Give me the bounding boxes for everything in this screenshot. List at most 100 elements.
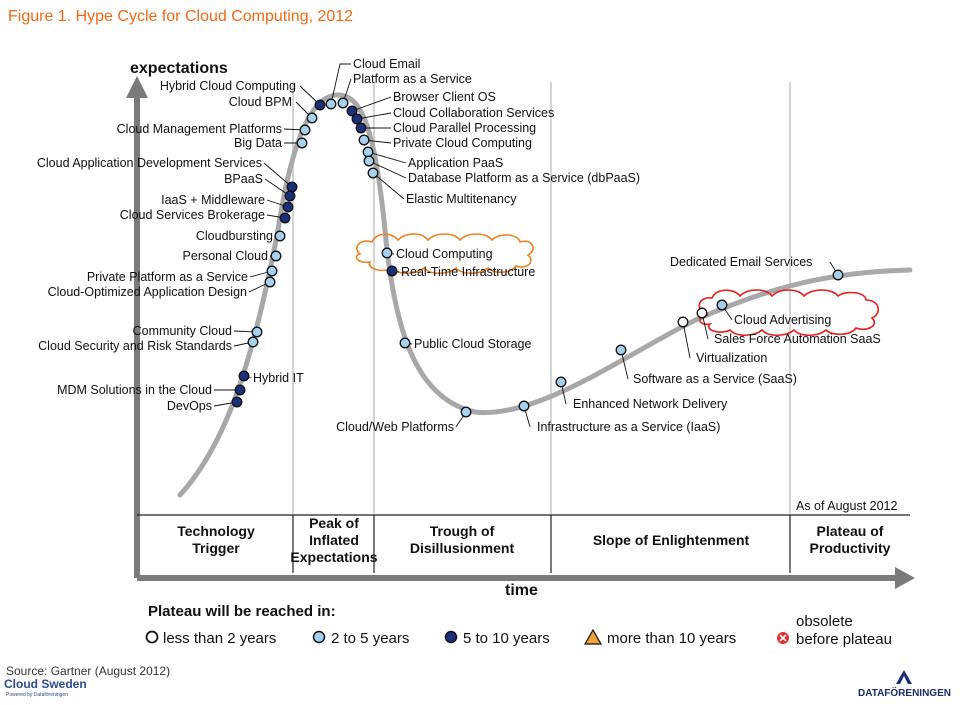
label-cloud-computing: Cloud Computing bbox=[396, 247, 493, 261]
marker-platform-as-a-service bbox=[337, 97, 349, 109]
label-sales-force-automation-saas: Sales Force Automation SaaS bbox=[714, 332, 881, 346]
legend-label-0: less than 2 years bbox=[163, 630, 276, 647]
label-bpaas: BPaaS bbox=[224, 172, 263, 186]
label-real-time-infrastructure: Real-Time Infrastructure bbox=[401, 265, 535, 279]
label-private-platform-as-a-service: Private Platform as a Service bbox=[87, 270, 248, 284]
figure-title: Figure 1. Hype Cycle for Cloud Computing… bbox=[8, 8, 354, 25]
technology-markers bbox=[231, 97, 844, 418]
marker-cloud-advertising bbox=[716, 299, 728, 311]
marker-dedicated-email-services bbox=[832, 269, 844, 281]
leader-cloud-application-development-services bbox=[263, 162, 293, 188]
label-application-paas: Application PaaS bbox=[408, 156, 503, 170]
legend-dark-circle-icon bbox=[444, 630, 458, 644]
label-virtualization: Virtualization bbox=[696, 351, 767, 365]
marker-application-paas bbox=[362, 146, 374, 158]
leader-virtualization bbox=[682, 321, 691, 359]
label-personal-cloud: Personal Cloud bbox=[183, 249, 269, 263]
source-note: Source: Gartner (August 2012) bbox=[6, 664, 171, 678]
label-enhanced-network-delivery: Enhanced Network Delivery bbox=[573, 397, 728, 411]
marker-cloud-services-brokerage bbox=[279, 212, 291, 224]
label-devops: DevOps bbox=[167, 399, 212, 413]
leader-cloud-email bbox=[330, 63, 351, 105]
hype-curve bbox=[177, 92, 913, 498]
leader-database-platform-as-a-service-dbpaas bbox=[368, 160, 407, 179]
as-of-note: As of August 2012 bbox=[796, 499, 898, 513]
marker-private-cloud-computing bbox=[358, 134, 370, 146]
marker-enhanced-network-delivery bbox=[555, 376, 567, 388]
axes bbox=[126, 76, 915, 589]
legend-label-3: more than 10 years bbox=[607, 630, 736, 647]
label-cloud-parallel-processing: Cloud Parallel Processing bbox=[393, 121, 536, 135]
legend-title: Plateau will be reached in: bbox=[148, 603, 336, 620]
technology-labels: Hybrid Cloud Computing Cloud BPM Cloud Man… bbox=[37, 57, 881, 434]
phase-labels: Technology Trigger Peak of Inflated Expectat… bbox=[177, 515, 890, 565]
label-private-cloud-computing: Private Cloud Computing bbox=[393, 136, 532, 150]
legend-triangle-icon bbox=[583, 628, 603, 645]
marker-private-platform-as-a-service bbox=[266, 265, 278, 277]
label-cloud-collaboration-services: Cloud Collaboration Services bbox=[393, 106, 554, 120]
marker-elastic-multitenancy bbox=[367, 167, 379, 179]
marker-software-as-a-service-saas bbox=[615, 344, 627, 356]
x-axis-label: time bbox=[505, 582, 538, 599]
label-cloud-services-brokerage: Cloud Services Brokerage bbox=[120, 208, 265, 222]
legend-label-2: 5 to 10 years bbox=[463, 630, 550, 647]
marker-iaas-middleware bbox=[282, 201, 294, 213]
label-cloud-optimized-application-design: Cloud-Optimized Application Design bbox=[48, 285, 247, 299]
label-cloudbursting: Cloudbursting bbox=[196, 229, 273, 243]
label-browser-client-os: Browser Client OS bbox=[393, 90, 496, 104]
legend-open-circle-icon bbox=[145, 630, 159, 644]
leader-browser-client-os bbox=[351, 96, 392, 112]
marker-bpaas bbox=[284, 190, 296, 202]
label-big-data: Big Data bbox=[234, 136, 282, 150]
marker-virtualization bbox=[677, 316, 689, 328]
marker-cloud-parallel-processing bbox=[355, 122, 367, 134]
label-cloud-advertising: Cloud Advertising bbox=[734, 313, 831, 327]
label-iaas-middleware: IaaS + Middleware bbox=[161, 193, 265, 207]
marker-browser-client-os bbox=[346, 105, 358, 117]
label-community-cloud: Community Cloud bbox=[133, 324, 232, 338]
phase-2: Peak of Inflated Expectations bbox=[290, 515, 377, 565]
legend-label-4-line2: before plateau bbox=[796, 631, 892, 648]
marker-cloud-web-platforms bbox=[460, 406, 472, 418]
label-cloud-management-platforms: Cloud Management Platforms bbox=[117, 122, 282, 136]
x-axis-arrow-icon bbox=[895, 567, 915, 589]
marker-infrastructure-as-a-service-iaas bbox=[518, 400, 530, 412]
marker-cloud-computing bbox=[381, 247, 393, 259]
label-dedicated-email-services: Dedicated Email Services bbox=[670, 255, 812, 269]
y-axis-label: expectations bbox=[130, 60, 228, 77]
label-infrastructure-as-a-service-iaas: Infrastructure as a Service (IaaS) bbox=[537, 420, 720, 434]
dataforeningen-logo: DATAFÖRENINGEN bbox=[858, 688, 951, 699]
marker-personal-cloud bbox=[270, 250, 282, 262]
label-cloud-web-platforms: Cloud/Web Platforms bbox=[336, 420, 454, 434]
legend-label-4-line1: obsolete bbox=[796, 613, 853, 630]
phase-4: Slope of Enlightenment bbox=[593, 532, 750, 548]
marker-cloud-email bbox=[325, 98, 337, 110]
legend-label-1: 2 to 5 years bbox=[331, 630, 409, 647]
marker-cloud-optimized-application-design bbox=[264, 276, 276, 288]
phase-1: Technology Trigger bbox=[177, 523, 255, 556]
highlight-cloud-cloud-computing bbox=[355, 233, 534, 275]
marker-cloud-bpm bbox=[306, 112, 318, 124]
label-cloud-email: Cloud Email bbox=[353, 57, 420, 71]
cloud-sweden-logo: Cloud Sweden bbox=[4, 677, 87, 691]
label-cloud-application-development-services: Cloud Application Development Services bbox=[37, 156, 262, 170]
phase-3: Trough of Disillusionment bbox=[410, 523, 515, 556]
label-cloud-bpm: Cloud BPM bbox=[229, 95, 292, 109]
label-elastic-multitenancy: Elastic Multitenancy bbox=[406, 192, 517, 206]
label-software-as-a-service-saas: Software as a Service (SaaS) bbox=[633, 372, 797, 386]
phase-band-dividers bbox=[137, 514, 910, 573]
highlight-cloud-cloud-advertising bbox=[698, 289, 879, 337]
marker-hybrid-cloud-computing bbox=[314, 99, 326, 111]
cloud-sweden-logo-sub: Powered by Dataföreningen bbox=[6, 692, 68, 698]
label-platform-as-a-service: Platform as a Service bbox=[353, 72, 472, 86]
label-hybrid-cloud-computing: Hybrid Cloud Computing bbox=[160, 79, 296, 93]
label-public-cloud-storage: Public Cloud Storage bbox=[414, 337, 531, 351]
leader-cloud-collaboration-services bbox=[356, 112, 392, 120]
label-cloud-security-and-risk-standards: Cloud Security and Risk Standards bbox=[38, 339, 232, 353]
marker-mdm-solutions-in-the-cloud bbox=[234, 384, 246, 396]
marker-cloud-application-development-services bbox=[286, 181, 298, 193]
marker-sales-force-automation-saas bbox=[696, 307, 708, 319]
label-mdm-solutions-in-the-cloud: MDM Solutions in the Cloud bbox=[57, 383, 212, 397]
marker-database-platform-as-a-service-dbpaas bbox=[363, 155, 375, 167]
marker-real-time-infrastructure bbox=[386, 265, 398, 277]
